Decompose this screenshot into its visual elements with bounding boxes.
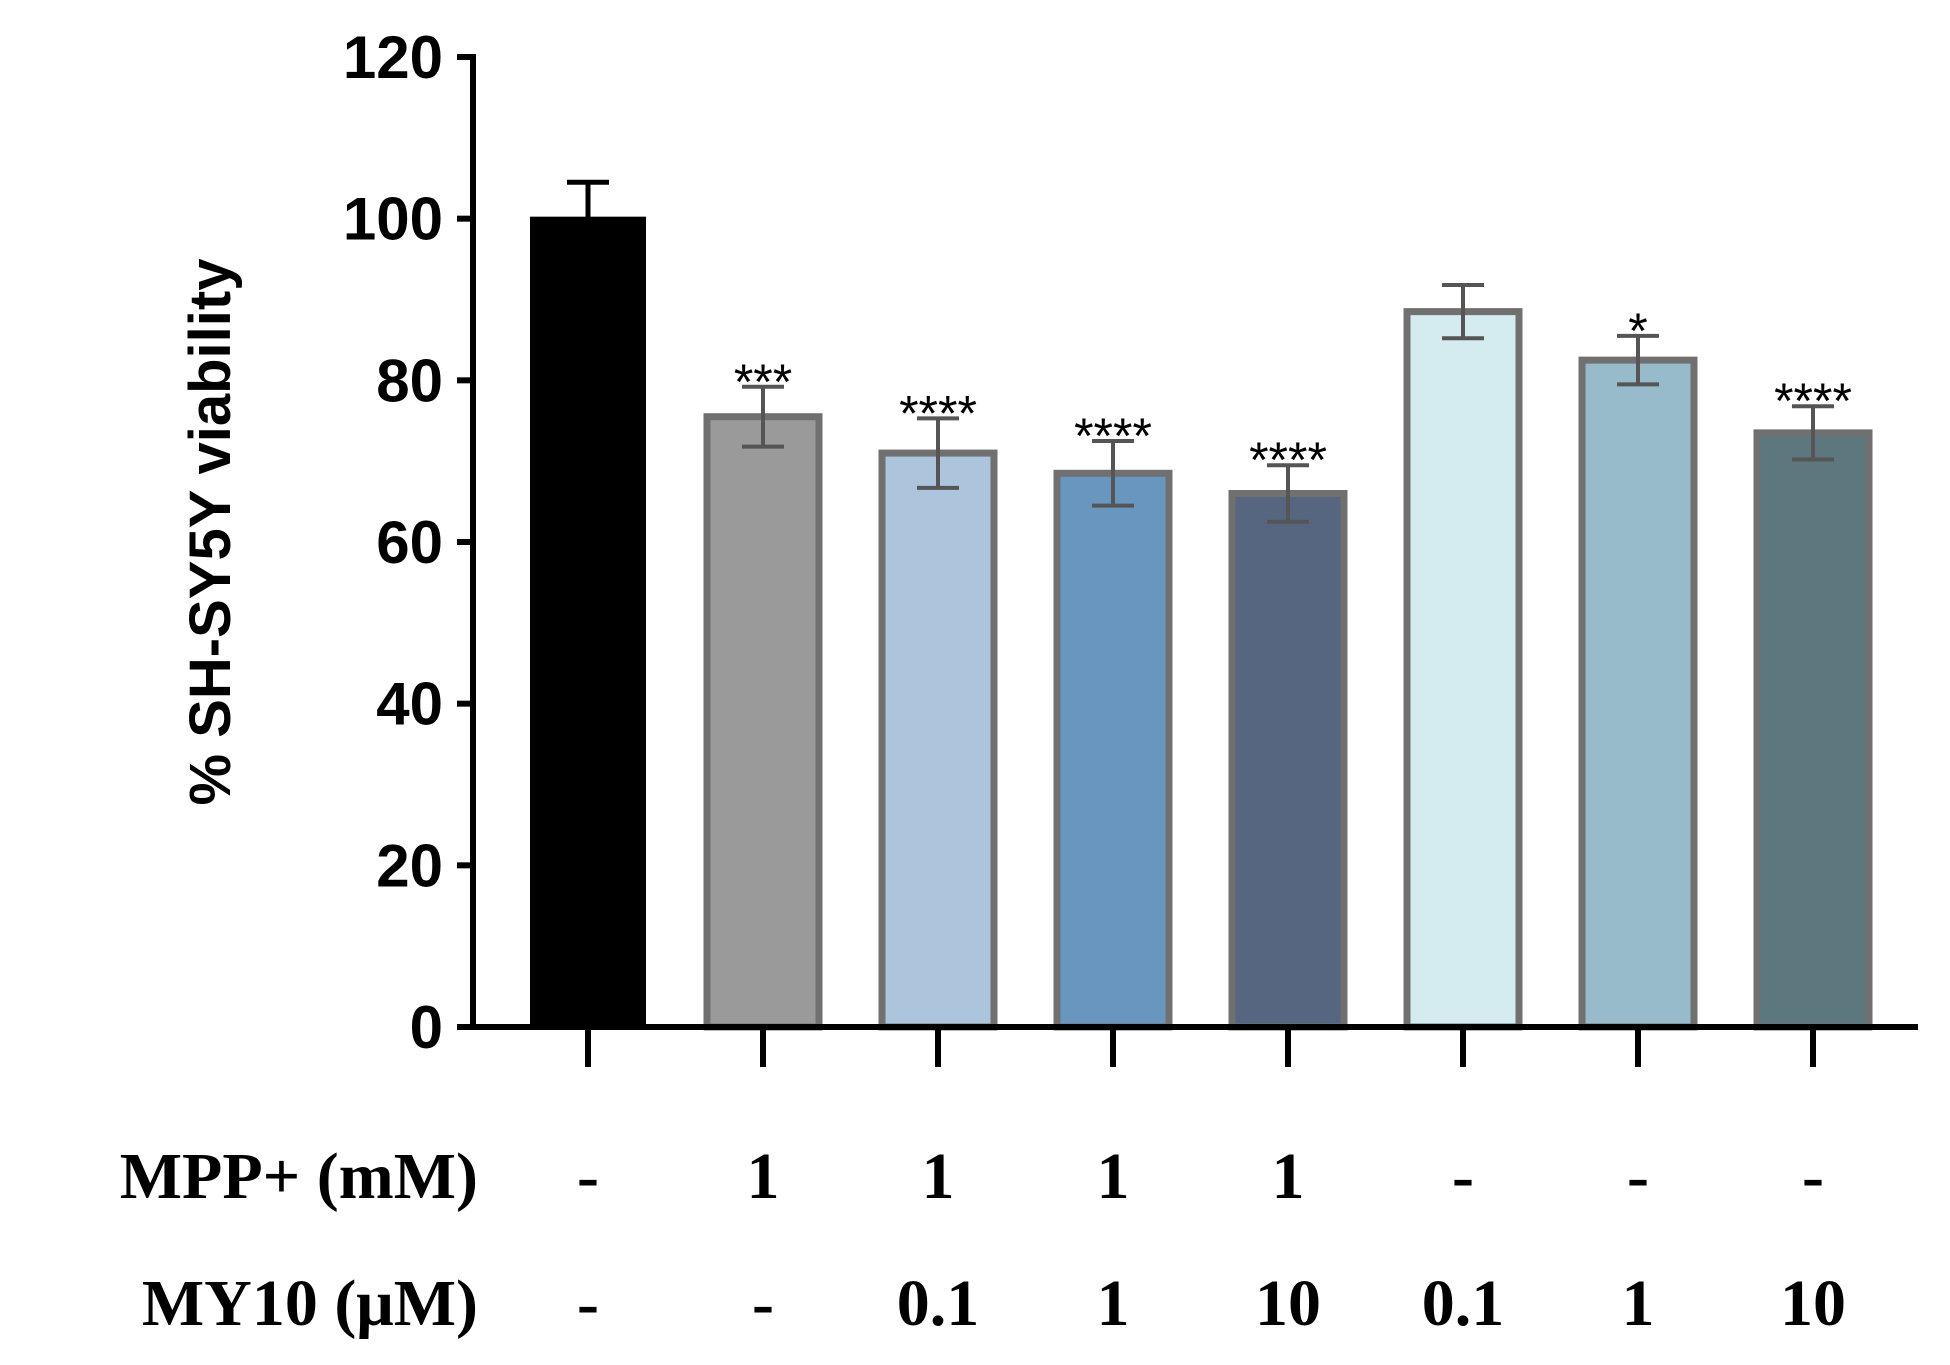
bar-6 xyxy=(1403,308,1523,1031)
condition-value-2-2: - xyxy=(752,1267,774,1340)
condition-row-label-1: MPP+ (mM) xyxy=(120,1140,478,1213)
condition-row-label-2: MY10 (μM) xyxy=(142,1267,478,1340)
significance-label-3: **** xyxy=(899,385,977,441)
condition-value-1-5: 1 xyxy=(1272,1140,1305,1213)
y-tick-label-40: 40 xyxy=(376,671,443,738)
y-tick-label-100: 100 xyxy=(343,186,443,253)
significance-label-5: **** xyxy=(1249,432,1327,488)
condition-value-2-5: 10 xyxy=(1255,1267,1321,1340)
condition-value-1-7: - xyxy=(1627,1140,1649,1213)
condition-value-2-7: 1 xyxy=(1622,1267,1655,1340)
condition-value-1-1: - xyxy=(577,1140,599,1213)
bar-3 xyxy=(878,449,998,1031)
y-tick-label-0: 0 xyxy=(410,994,443,1061)
labels-layer: % SH-SY5Y viability 020406080100120*****… xyxy=(178,24,1852,1061)
condition-value-2-4: 1 xyxy=(1097,1267,1130,1340)
significance-label-7: * xyxy=(1628,303,1647,359)
bar-2 xyxy=(703,413,823,1031)
condition-value-2-1: - xyxy=(577,1267,599,1340)
y-tick-label-80: 80 xyxy=(376,347,443,414)
condition-value-1-6: - xyxy=(1452,1140,1474,1213)
bar-5 xyxy=(1228,490,1348,1031)
y-axis-label: % SH-SY5Y viability xyxy=(178,259,243,806)
bar-4 xyxy=(1053,469,1173,1031)
condition-value-2-8: 10 xyxy=(1780,1267,1846,1340)
bar-7 xyxy=(1578,356,1698,1031)
significance-label-2: *** xyxy=(734,354,792,410)
y-tick-label-120: 120 xyxy=(343,24,443,91)
significance-label-8: **** xyxy=(1774,373,1852,429)
significance-label-4: **** xyxy=(1074,408,1152,464)
condition-value-1-8: - xyxy=(1802,1140,1824,1213)
condition-value-1-4: 1 xyxy=(1097,1140,1130,1213)
condition-value-2-3: 0.1 xyxy=(897,1267,980,1340)
bar-1 xyxy=(530,216,646,1029)
condition-table: MPP+ (mM) - 1 1 1 1 - - - MY10 (μM) - - 0.1 1 10 0.1 1 10 xyxy=(120,1140,1846,1340)
condition-value-1-3: 1 xyxy=(922,1140,955,1213)
error-bars-layer xyxy=(567,179,1834,524)
condition-value-2-6: 0.1 xyxy=(1422,1267,1505,1340)
bar-8 xyxy=(1753,429,1873,1031)
condition-value-1-2: 1 xyxy=(747,1140,780,1213)
y-tick-label-20: 20 xyxy=(376,832,443,899)
bars-layer xyxy=(530,216,1873,1031)
axes-layer xyxy=(457,54,1918,1067)
y-tick-label-60: 60 xyxy=(376,509,443,576)
